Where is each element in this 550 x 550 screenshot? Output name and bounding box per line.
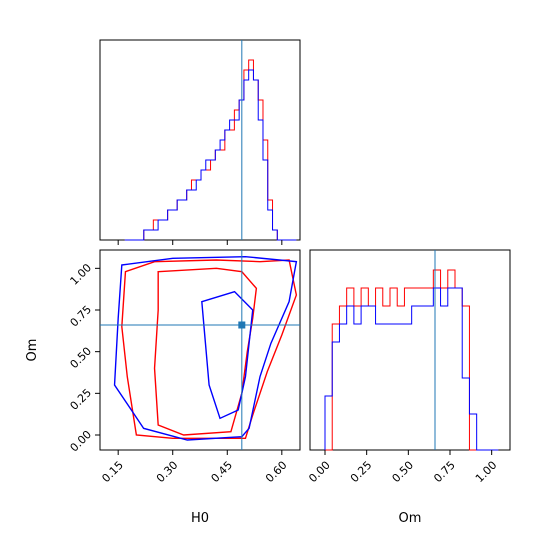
om-hist-tick-label-0: 0.00 [306,459,333,486]
joint-contours-group [113,255,298,441]
truth-marker [238,321,246,329]
h0-tick-label-3: 0.60 [263,459,290,486]
om-tick-label-4: 1.00 [68,261,95,288]
om-hist-tick-label-4: 1.00 [473,459,500,486]
hist-om-series-group [324,250,499,451]
hist-om-ticks: 0.00 0.25 0.50 0.75 1.00 [306,450,499,485]
panel-hist-om-frame [309,249,511,451]
panel-joint-frame [99,249,301,451]
om-x-axis-label: Om [399,511,422,526]
panel-hist-h0-frame [99,39,301,241]
om-tick-label-0: 0.00 [68,428,95,455]
contour-blue-1 [201,290,254,420]
om-axis-label: Om [25,339,40,362]
contour-blue-0 [113,255,298,441]
om-axis-ticks: 0.00 0.25 0.50 0.75 1.00 [68,261,100,454]
om-tick-label-3: 0.75 [68,303,95,330]
hist-om-series-1 [324,287,499,451]
panel-hist-om: 0.00 0.25 0.50 0.75 1.00 Om [306,249,511,526]
hist-h0-series-1 [124,69,297,241]
panel-hist-h0 [99,39,301,245]
om-hist-tick-label-2: 0.50 [390,459,417,486]
hist-h0-series-group [124,40,297,241]
h0-tick-label-1: 0.30 [154,459,181,486]
truth-lines [100,250,300,450]
h0-axis-label: H0 [191,511,209,526]
panel-joint: 0.15 0.30 0.45 0.60 0.00 0.25 0.50 0.75 1.00 H0… [25,249,301,526]
hist-h0-series-0 [124,59,297,241]
om-hist-tick-label-1: 0.25 [348,459,375,486]
om-hist-tick-label-3: 0.75 [431,459,458,486]
h0-tick-label-2: 0.45 [209,459,236,486]
om-tick-label-1: 0.25 [68,386,95,413]
contour-red-1 [153,267,258,436]
hist-h0-ticks [117,240,283,245]
h0-axis-ticks: 0.15 0.30 0.45 0.60 [99,450,290,486]
hist-om-series-0 [325,269,499,451]
contour-red-0 [121,259,298,440]
h0-tick-label-0: 0.15 [99,459,126,486]
om-tick-label-2: 0.50 [68,345,95,372]
